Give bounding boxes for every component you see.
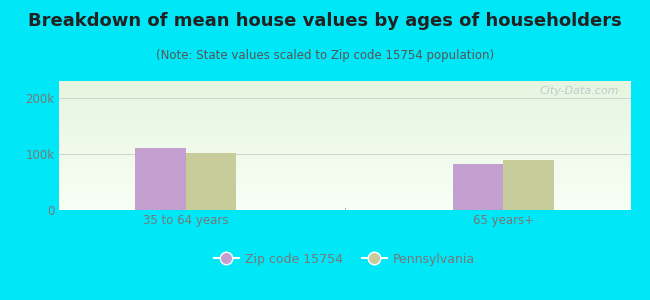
Text: City-Data.com: City-Data.com	[540, 86, 619, 96]
Legend: Zip code 15754, Pennsylvania: Zip code 15754, Pennsylvania	[209, 248, 480, 271]
Text: Breakdown of mean house values by ages of householders: Breakdown of mean house values by ages o…	[28, 12, 622, 30]
Bar	[452, 164, 503, 210]
Bar	[135, 148, 186, 210]
Bar	[186, 153, 237, 210]
Bar	[503, 160, 554, 210]
Text: (Note: State values scaled to Zip code 15754 population): (Note: State values scaled to Zip code 1…	[156, 50, 494, 62]
